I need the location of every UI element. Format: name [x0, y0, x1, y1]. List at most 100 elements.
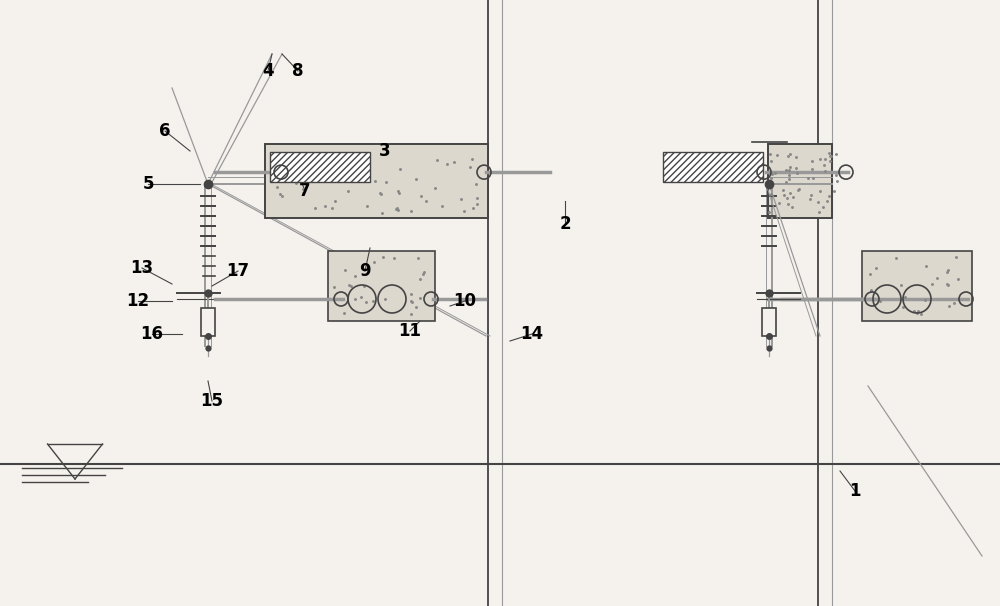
Point	[429, 156, 445, 165]
Point	[913, 310, 929, 319]
Point	[391, 188, 407, 198]
Point	[863, 287, 879, 296]
Point	[295, 188, 311, 198]
Text: 2: 2	[559, 215, 571, 233]
Point	[408, 302, 424, 312]
Point	[929, 273, 945, 282]
Point	[347, 295, 363, 304]
Point	[782, 188, 798, 198]
Point	[906, 307, 922, 316]
Point	[266, 175, 282, 185]
Point	[778, 165, 794, 175]
Point	[469, 193, 485, 202]
Point	[762, 149, 778, 159]
Point	[292, 161, 308, 171]
Text: 8: 8	[292, 62, 304, 80]
Point	[301, 148, 317, 158]
Point	[819, 196, 835, 206]
Point	[416, 267, 432, 277]
Point	[790, 185, 806, 195]
Point	[822, 156, 838, 166]
Point	[337, 265, 353, 275]
Point	[272, 189, 288, 199]
Text: 3: 3	[379, 142, 391, 160]
Bar	[201, 308, 215, 336]
Point	[803, 190, 819, 200]
Point	[784, 202, 800, 212]
Point	[343, 281, 359, 291]
Point	[408, 174, 424, 184]
Point	[939, 279, 955, 289]
Point	[788, 163, 804, 173]
Point	[810, 198, 826, 207]
Point	[775, 185, 791, 195]
Point	[418, 196, 434, 206]
Text: 4: 4	[262, 62, 274, 80]
Text: 17: 17	[226, 262, 250, 280]
Point	[812, 186, 828, 196]
Point	[811, 207, 827, 217]
Point	[439, 159, 455, 169]
Text: 1: 1	[849, 482, 861, 500]
Text: 9: 9	[359, 262, 371, 280]
Text: 10: 10	[454, 292, 477, 310]
Point	[347, 271, 363, 281]
Point	[464, 154, 480, 164]
Point	[356, 281, 372, 291]
Point	[469, 199, 485, 209]
Point	[403, 206, 419, 216]
Bar	[762, 308, 776, 336]
Point	[288, 178, 304, 188]
Point	[909, 308, 925, 318]
Point	[434, 201, 450, 210]
Point	[950, 274, 966, 284]
Point	[390, 205, 406, 215]
Point	[388, 204, 404, 214]
Point	[378, 177, 394, 187]
Bar	[328, 251, 435, 321]
Point	[468, 179, 484, 189]
Point	[269, 182, 285, 191]
Point	[305, 170, 321, 180]
Point	[763, 156, 779, 166]
Point	[940, 280, 956, 290]
Point	[446, 158, 462, 167]
Point	[940, 265, 956, 275]
Point	[771, 198, 787, 207]
Point	[403, 309, 419, 319]
Point	[868, 264, 884, 273]
Point	[946, 298, 962, 308]
Point	[939, 268, 955, 278]
Point	[910, 306, 926, 316]
Point	[390, 187, 406, 196]
Point	[817, 155, 833, 164]
Point	[375, 252, 391, 262]
Point	[365, 296, 381, 306]
Point	[373, 189, 389, 199]
Point	[317, 202, 333, 211]
Point	[404, 297, 420, 307]
Point	[802, 194, 818, 204]
Point	[276, 169, 292, 179]
Point	[307, 204, 323, 213]
Point	[763, 182, 779, 191]
Point	[821, 148, 837, 158]
Point	[353, 291, 369, 301]
Text: 12: 12	[126, 292, 150, 310]
Point	[785, 192, 801, 202]
Point	[888, 253, 904, 263]
Bar	[862, 251, 972, 321]
Point	[815, 202, 831, 212]
Point	[816, 159, 832, 169]
Point	[779, 193, 795, 203]
Point	[812, 154, 828, 164]
Point	[760, 178, 776, 188]
Point	[872, 296, 888, 306]
Point	[763, 173, 779, 183]
Point	[781, 170, 797, 179]
Point	[800, 173, 816, 182]
Point	[327, 196, 343, 205]
Point	[764, 169, 780, 179]
Text: 5: 5	[142, 175, 154, 193]
Point	[776, 190, 792, 200]
